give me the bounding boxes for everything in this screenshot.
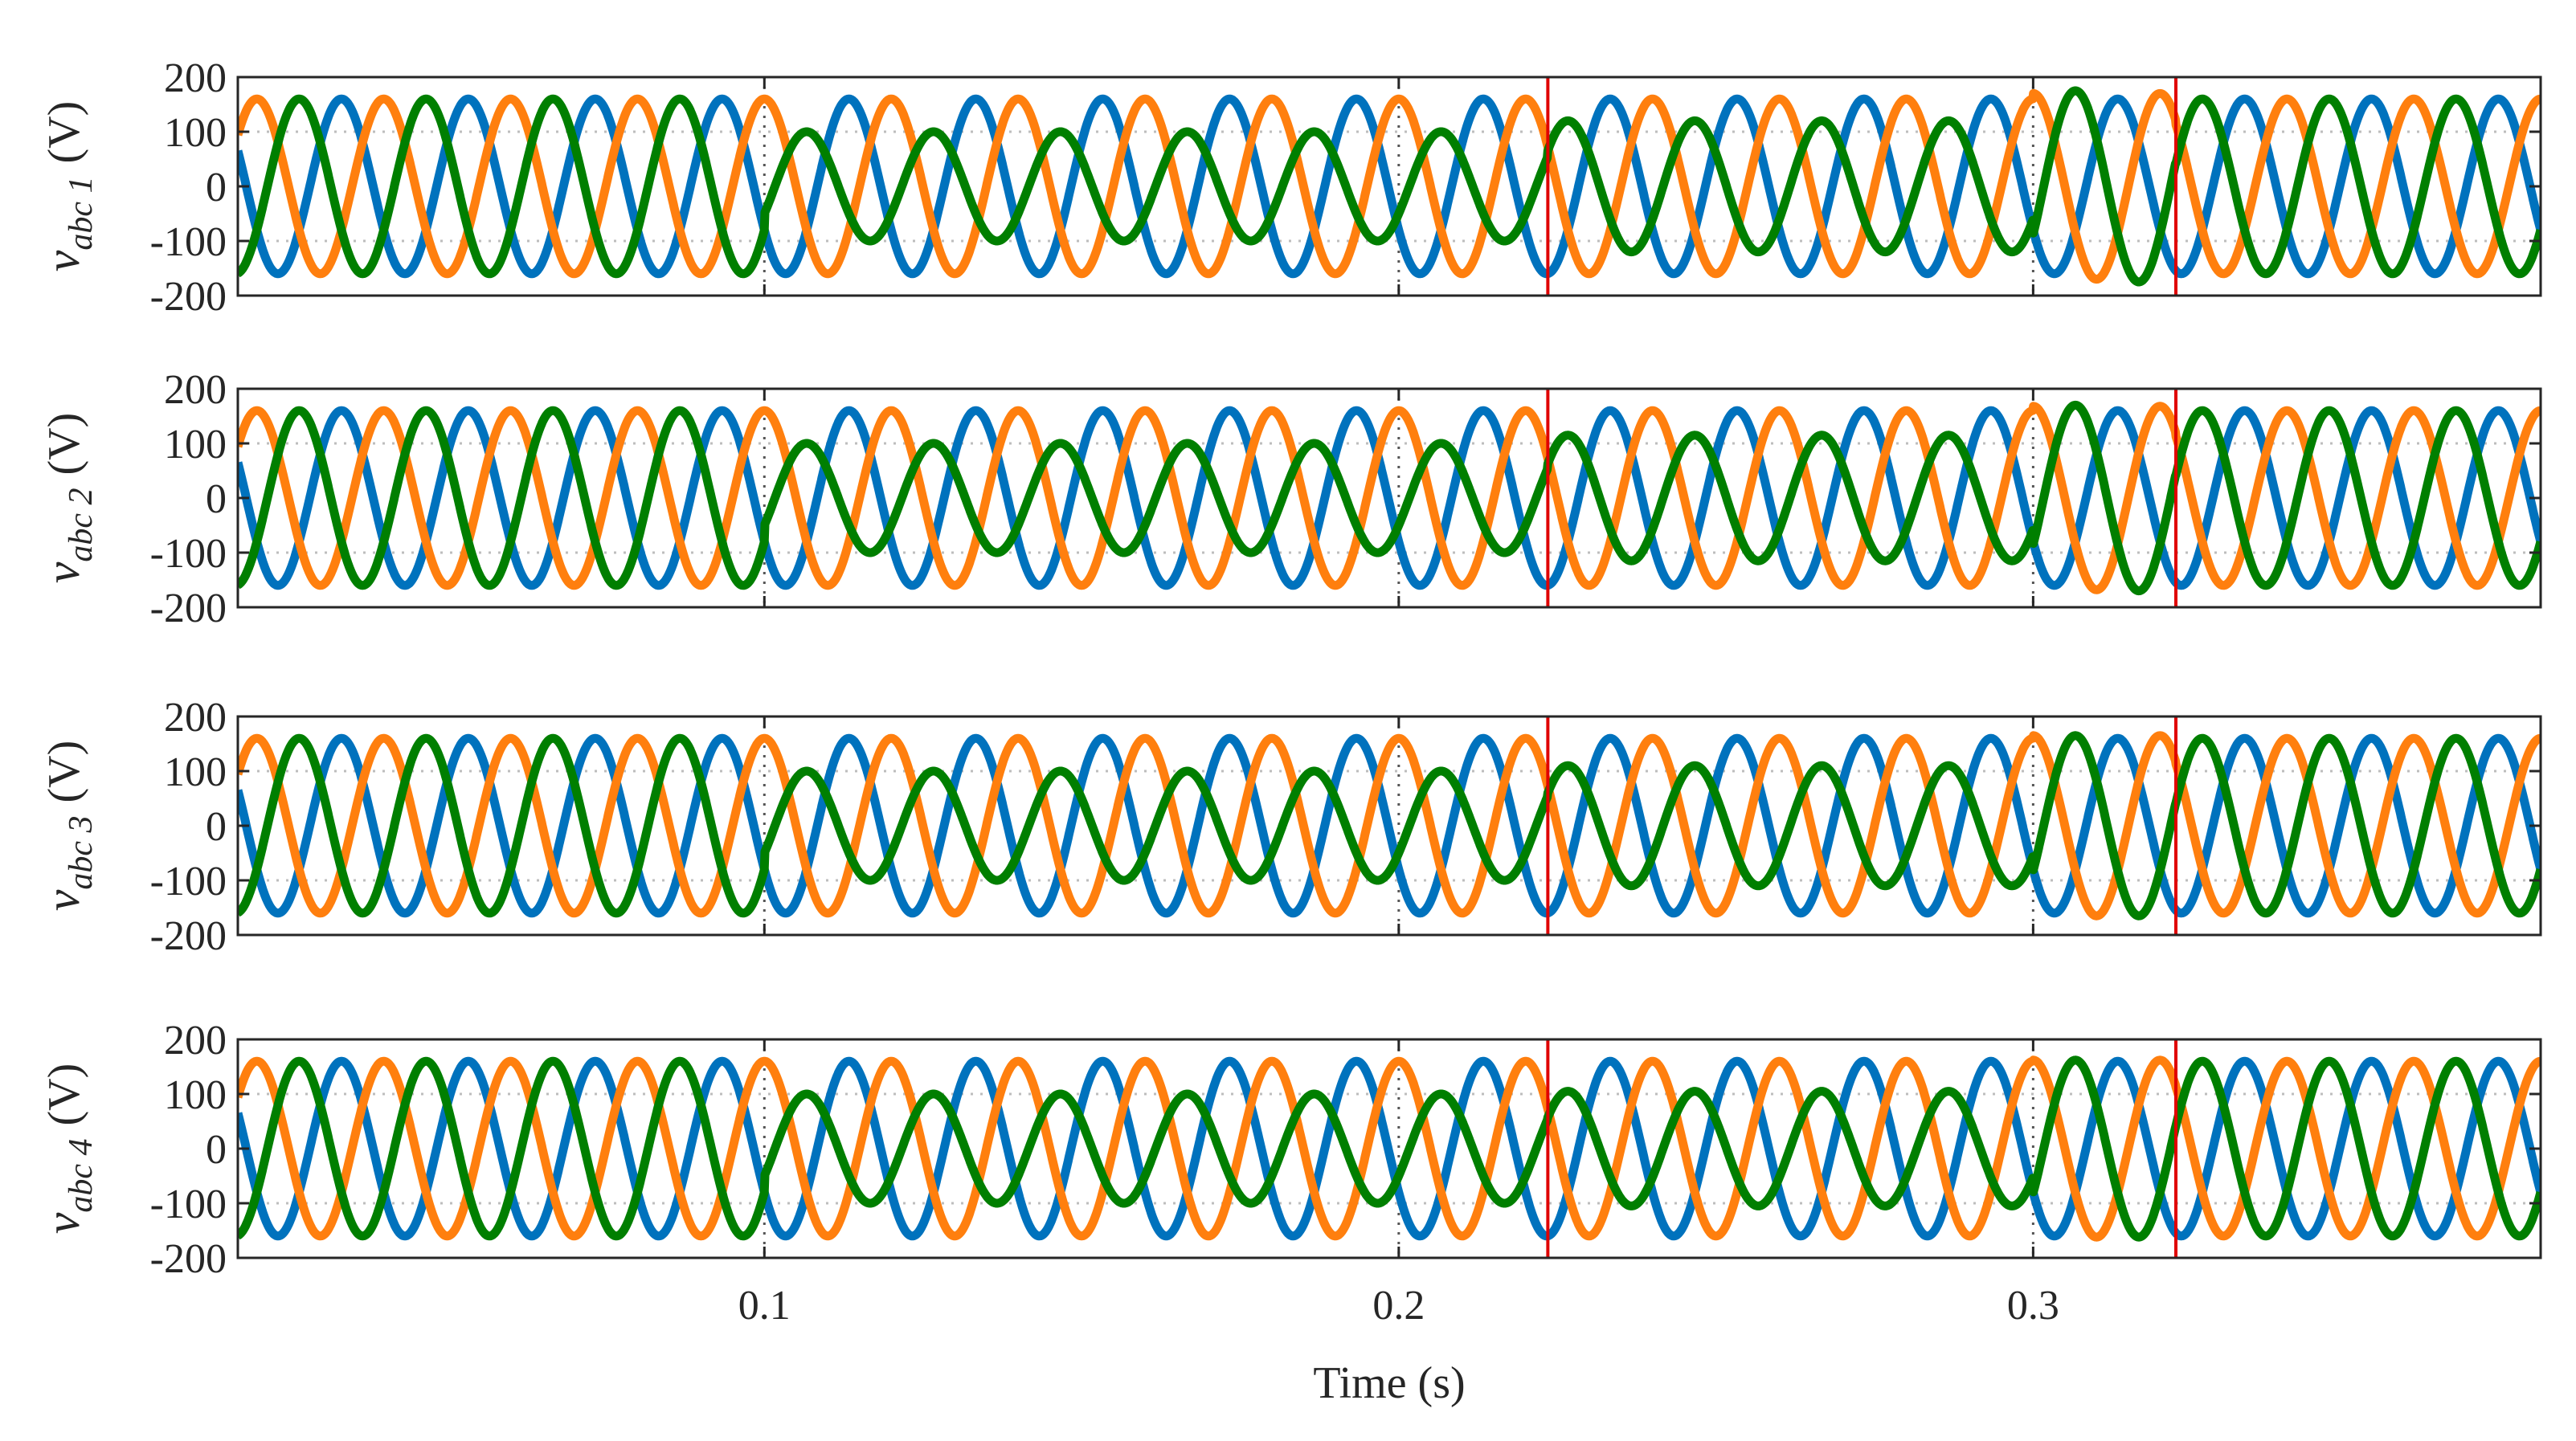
y-tick-label: -200: [150, 913, 227, 959]
y-axis-label: vabc 4 (V): [36, 1063, 100, 1235]
y-tick-label: -100: [150, 219, 227, 265]
y-axis-label-main: v: [36, 1212, 89, 1234]
y-tick-label: 200: [164, 1018, 227, 1063]
series-line-phase-c: [238, 731, 2541, 921]
y-tick-label: 100: [164, 749, 227, 795]
y-axis-label-main: v: [36, 250, 89, 271]
y-axis-label-unit: (V): [39, 1063, 89, 1126]
y-tick-label: -100: [150, 1182, 227, 1227]
x-tick-label: 0.2: [1372, 1283, 1425, 1329]
y-axis-label-main: v: [36, 889, 89, 911]
y-tick-label: 100: [164, 110, 227, 156]
y-axis-label-sub: abc 4: [63, 1138, 100, 1212]
series-line-phase-a: [238, 733, 2541, 918]
y-tick-label: 200: [164, 695, 227, 741]
panel-1: 200 100 0 -100 -200 vabc 1 (V): [36, 55, 2542, 320]
series-line-phase-a: [238, 1056, 2541, 1241]
y-tick-label: 0: [206, 1127, 227, 1173]
series-line-phase-c: [238, 400, 2541, 596]
y-axis-label: vabc 1 (V): [36, 101, 100, 272]
series-line-phase-b: [238, 402, 2541, 594]
y-tick-label: 200: [164, 55, 227, 101]
y-tick-label: -100: [150, 531, 227, 577]
series-line-phase-c: [238, 1055, 2541, 1242]
y-axis-label-unit: (V): [39, 741, 89, 803]
y-tick-label: 100: [164, 422, 227, 467]
series-line-phase-b: [238, 731, 2541, 921]
x-tick-label: 0.1: [738, 1283, 791, 1329]
y-axis-label-sub: abc 2: [63, 488, 100, 561]
y-axis-label-unit: (V): [39, 101, 89, 164]
series-line-phase-b: [238, 1055, 2541, 1242]
series-group: [238, 400, 2541, 596]
panel-4: 200 100 0 -100 -200 vabc 4 (V): [36, 1018, 2542, 1282]
y-axis-label-main: v: [36, 561, 89, 583]
y-tick-label: 0: [206, 804, 227, 850]
series-line-phase-a: [238, 94, 2541, 279]
series-line-phase-b: [238, 88, 2541, 284]
series-group: [238, 86, 2541, 287]
series-line-phase-c: [238, 86, 2541, 287]
y-axis-label-unit: (V): [39, 413, 89, 476]
y-tick-label: 100: [164, 1072, 227, 1118]
panel-2: 200 100 0 -100 -200 vabc 2 (V): [36, 367, 2542, 631]
y-tick-label: -100: [150, 859, 227, 904]
y-tick-label: -200: [150, 586, 227, 631]
y-tick-label: 0: [206, 165, 227, 210]
series-group: [238, 731, 2541, 921]
series-line-phase-a: [238, 406, 2541, 590]
y-axis-label: vabc 3 (V): [36, 741, 100, 912]
x-axis-title: Time (s): [1313, 1358, 1465, 1408]
y-tick-label: 0: [206, 476, 227, 522]
y-tick-label: -200: [150, 1236, 227, 1282]
panel-3: 200 100 0 -100 -200 vabc 3 (V): [36, 695, 2542, 959]
series-group: [238, 1055, 2541, 1242]
y-axis-label: vabc 2 (V): [36, 413, 100, 584]
y-tick-label: 200: [164, 367, 227, 413]
y-axis-label-sub: abc 3: [63, 815, 100, 889]
x-tick-label: 0.3: [2007, 1283, 2059, 1329]
y-tick-label: -200: [150, 274, 227, 320]
y-axis-label-sub: abc 1: [63, 176, 100, 250]
